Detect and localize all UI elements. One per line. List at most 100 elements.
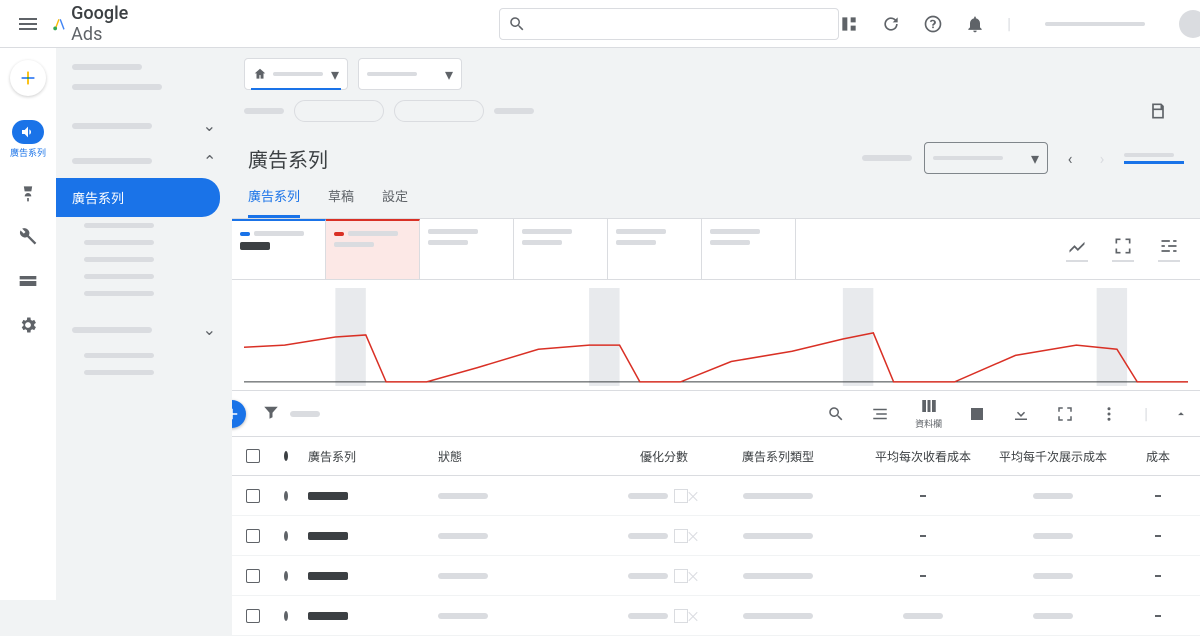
page-tabs: 廣告系列 草稿 設定: [232, 174, 1200, 219]
cpm-value: [1033, 493, 1073, 499]
metric-card[interactable]: [420, 219, 514, 279]
select-all-checkbox[interactable]: [246, 449, 260, 463]
create-fab[interactable]: [10, 60, 46, 96]
crumb[interactable]: [244, 108, 284, 114]
cost-value: [1155, 575, 1161, 577]
account-dropdown[interactable]: ▾: [244, 58, 348, 90]
col-score[interactable]: 優化分數: [568, 448, 698, 465]
col-status[interactable]: 狀態: [428, 448, 568, 465]
filter-icon[interactable]: [262, 403, 280, 425]
notifications-icon[interactable]: [965, 14, 985, 34]
prev-button[interactable]: ‹: [1056, 144, 1084, 172]
metric-card[interactable]: [326, 219, 420, 279]
col-name[interactable]: 廣告系列: [298, 448, 428, 465]
col-cost[interactable]: 成本: [1118, 448, 1198, 465]
rail-settings[interactable]: [18, 315, 38, 335]
reports-icon[interactable]: [968, 405, 986, 423]
help-icon[interactable]: [923, 14, 943, 34]
campaign-name[interactable]: [308, 572, 348, 580]
metric-card[interactable]: [608, 219, 702, 279]
expand-icon[interactable]: [1112, 236, 1134, 262]
campaign-name[interactable]: [308, 612, 348, 620]
tab-campaigns[interactable]: 廣告系列: [248, 186, 300, 218]
chart-type-icon[interactable]: [1066, 236, 1088, 262]
nav-campaigns-active[interactable]: 廣告系列: [56, 178, 220, 217]
cpv-value: [903, 613, 943, 619]
nav-group-1[interactable]: ⌄: [56, 108, 232, 143]
download-icon[interactable]: [1012, 405, 1030, 423]
metric-card[interactable]: [514, 219, 608, 279]
hamburger-icon[interactable]: [16, 12, 40, 36]
nav-sub-item[interactable]: [56, 268, 232, 285]
nav-sub-item[interactable]: [56, 364, 232, 381]
adjust-icon[interactable]: [1158, 236, 1180, 262]
columns-icon[interactable]: 資料欄: [915, 397, 942, 430]
main-content: ▾ ▾ 廣告系列 ▾ ‹ › 廣告系列 草稿 設定: [232, 48, 1200, 636]
campaign-name[interactable]: [308, 492, 348, 500]
nav-sub-item[interactable]: [56, 217, 232, 234]
segment-icon[interactable]: [871, 405, 889, 423]
status-value: [438, 533, 488, 539]
product-logo[interactable]: Google Ads: [52, 3, 135, 45]
next-button[interactable]: ›: [1088, 144, 1116, 172]
scope-selectors: ▾ ▾: [232, 48, 1200, 96]
tab-settings[interactable]: 設定: [382, 186, 408, 218]
score-value: [628, 613, 668, 619]
date-range-dropdown[interactable]: ▾: [924, 142, 1048, 174]
col-type[interactable]: 廣告系列類型: [698, 448, 858, 465]
rail-campaigns[interactable]: 廣告系列: [10, 120, 46, 159]
collapse-icon[interactable]: [1174, 407, 1188, 421]
crumb[interactable]: [494, 108, 534, 114]
col-cpv[interactable]: 平均每次收看成本: [858, 448, 988, 465]
score-value: [628, 533, 668, 539]
nav-group-2[interactable]: ⌄: [56, 143, 232, 178]
table-row[interactable]: [232, 476, 1200, 516]
row-checkbox[interactable]: [246, 609, 260, 623]
nav-sub-item[interactable]: [56, 251, 232, 268]
save-icon[interactable]: [1148, 101, 1168, 121]
campaign-name[interactable]: [308, 532, 348, 540]
score-value: [628, 493, 668, 499]
crumb-chip[interactable]: [394, 100, 484, 122]
metric-card[interactable]: [702, 219, 796, 279]
row-checkbox[interactable]: [246, 489, 260, 503]
compare-toggle[interactable]: [1124, 153, 1184, 164]
table-row[interactable]: [232, 516, 1200, 556]
fullscreen-icon[interactable]: [1056, 405, 1074, 423]
cpv-value: [920, 575, 926, 577]
status-value: [438, 493, 488, 499]
product-name: Google Ads: [71, 3, 135, 45]
row-checkbox[interactable]: [246, 569, 260, 583]
row-checkbox[interactable]: [246, 529, 260, 543]
crumb-chip[interactable]: [294, 100, 384, 122]
nav-group-3[interactable]: ⌄: [56, 312, 232, 347]
nav-sub-item[interactable]: [56, 285, 232, 302]
account-avatar[interactable]: [1179, 10, 1200, 38]
rail-tools[interactable]: [18, 227, 38, 247]
table-row[interactable]: [232, 556, 1200, 596]
more-icon[interactable]: [1100, 405, 1118, 423]
status-value: [438, 573, 488, 579]
metric-card[interactable]: [232, 219, 326, 279]
tab-drafts[interactable]: 草稿: [328, 186, 354, 218]
table-toolbar: 資料欄 |: [232, 390, 1200, 436]
nav-sub-item[interactable]: [56, 234, 232, 251]
status-dot: [284, 531, 288, 541]
nav-sub-item[interactable]: [56, 347, 232, 364]
header-actions: |: [839, 10, 1200, 38]
rail-billing[interactable]: [18, 271, 38, 291]
search-input[interactable]: [499, 8, 839, 40]
table-search-icon[interactable]: [827, 405, 845, 423]
scope-dropdown[interactable]: ▾: [358, 58, 462, 90]
score-badge: [674, 609, 688, 623]
col-cpm[interactable]: 平均每千次展示成本: [988, 448, 1118, 465]
score-badge: [674, 569, 688, 583]
filter-placeholder: [290, 411, 320, 417]
status-value: [438, 613, 488, 619]
cpv-value: [920, 495, 926, 497]
apps-icon[interactable]: [839, 14, 859, 34]
status-dot: [284, 491, 288, 501]
table-row[interactable]: [232, 596, 1200, 636]
refresh-icon[interactable]: [881, 14, 901, 34]
rail-goals[interactable]: [18, 183, 38, 203]
